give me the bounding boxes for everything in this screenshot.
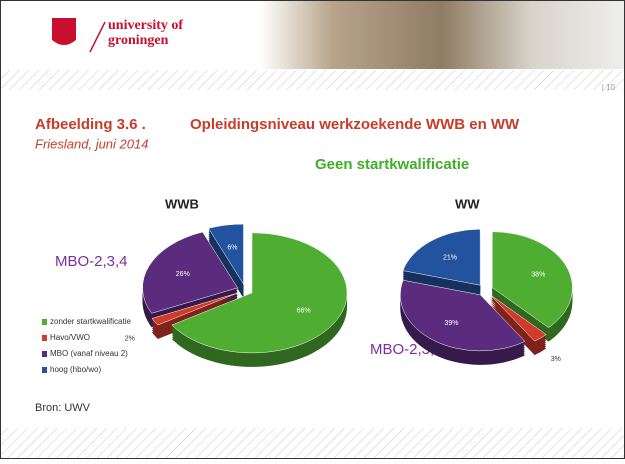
data-label: 21% — [443, 255, 457, 262]
figure-label: Afbeelding 3.6 . — [35, 116, 146, 133]
data-label: 3% — [551, 356, 561, 363]
logo-crest — [52, 18, 76, 45]
logo-text: university of — [108, 18, 183, 33]
data-label: 38% — [531, 271, 545, 278]
slice — [492, 231, 573, 328]
data-label: 6% — [227, 244, 237, 251]
slice — [151, 292, 239, 326]
source: Bron: UWV — [35, 402, 91, 414]
legend-label: Havo/VWO — [50, 333, 90, 342]
data-label: 66% — [297, 308, 311, 315]
hatch-band — [1, 428, 624, 458]
legend-swatch — [42, 367, 47, 373]
legend-swatch — [42, 351, 47, 357]
chart-title: WWB — [165, 196, 199, 211]
data-label: 39% — [444, 320, 458, 327]
annotation: MBO-2,3,4 — [55, 253, 128, 270]
data-label: 2% — [125, 335, 135, 342]
figure-subtitle: Friesland, juni 2014 — [35, 136, 148, 151]
legend-swatch — [42, 335, 47, 341]
slide-title: Opleidingsniveau werkzoekende WWB en WW — [190, 116, 520, 133]
legend-label: zonder startkwalificatie — [50, 317, 131, 326]
header-photo — [260, 1, 624, 69]
logo-text: groningen — [108, 33, 169, 48]
slice — [489, 294, 547, 342]
slice-side — [152, 296, 238, 330]
legend-swatch — [42, 319, 47, 325]
logo-slash — [89, 21, 106, 53]
chart-title: WW — [455, 196, 480, 211]
hatch-band — [1, 70, 624, 90]
slice — [402, 228, 481, 286]
slice — [171, 232, 348, 354]
page-number: | 10 — [602, 83, 616, 92]
legend-label: MBO (vanaf niveau 2) — [50, 349, 128, 358]
slice — [208, 223, 244, 285]
slice-side — [152, 294, 238, 328]
slice — [400, 279, 526, 352]
legend-label: hoog (hbo/wo) — [50, 365, 101, 374]
slice — [142, 231, 238, 314]
annotation: Geen startkwalificatie — [315, 156, 469, 173]
data-label: 26% — [176, 271, 190, 278]
